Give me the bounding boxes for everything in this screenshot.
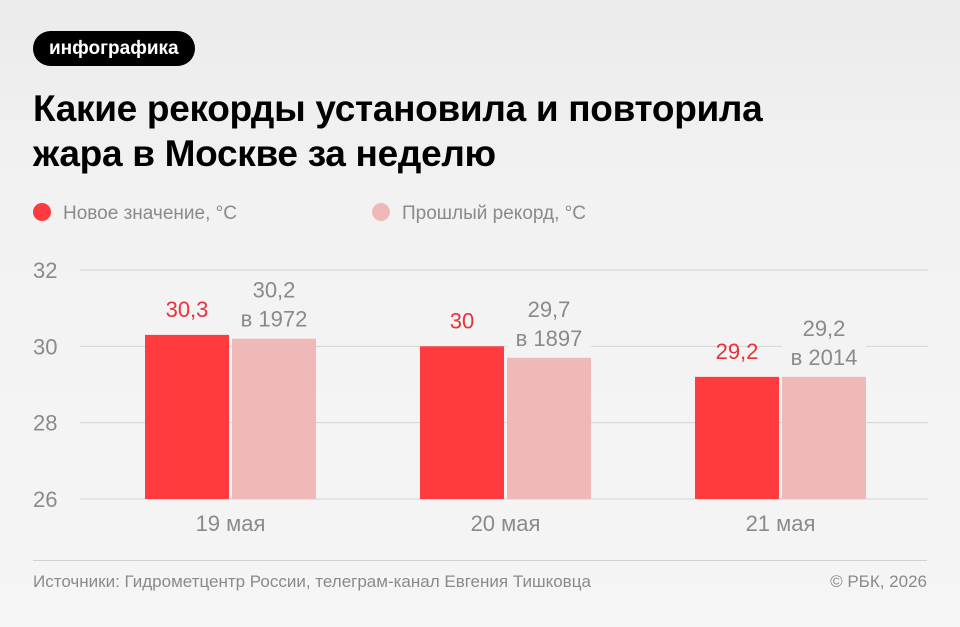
infographic-tag: инфографика [33,31,195,66]
bar-chart: 32 30 28 26 30,3 30,2 в 1972 19 мая 30 29,7 в 1897… [33,258,928,536]
legend-label-new: Новое значение, °C [63,203,237,224]
data-label-old-year: в 1897 [516,326,583,351]
bar-new-value [695,376,779,499]
footer-divider [33,560,927,561]
page-title: Какие рекорды установила и повторила жар… [33,86,933,176]
y-tick-label: 32 [33,258,57,283]
data-label-old-year: в 1972 [241,307,308,332]
legend-item-new: Новое значение, °C [33,200,237,228]
data-label-new: 29,2 [716,339,759,364]
bar-previous-record [507,357,591,499]
data-label-old: 30,2 [253,278,296,303]
y-tick-label: 26 [33,487,57,512]
data-label-old-year: в 2014 [791,345,858,370]
bar-new-value [145,334,229,499]
legend-marker-old [372,203,390,222]
bar-previous-record [232,338,316,499]
bar-previous-record [782,376,866,499]
legend-label-old: Прошлый рекорд, °C [402,203,586,224]
data-label-old-background [507,293,591,350]
data-label-old: 29,7 [528,297,571,322]
title-line-2: жара в Москве за неделю [33,133,496,174]
y-tick-label: 30 [33,334,57,359]
title-line-1: Какие рекорды установила и повторила [33,88,763,129]
legend-marker-new [33,203,51,222]
data-label-new: 30,3 [166,297,209,322]
y-tick-label: 28 [33,411,57,436]
data-label-old: 29,2 [803,316,846,341]
x-tick-label: 21 мая [746,511,816,536]
data-label-new: 30 [450,308,474,333]
x-tick-label: 19 мая [196,511,266,536]
data-label-old-background [782,312,866,369]
x-tick-label: 20 мая [471,511,541,536]
legend-item-old: Прошлый рекорд, °C [372,200,586,228]
data-label-old-background [232,274,316,331]
source-note: Источники: Гидрометцентр России, телегра… [33,572,591,591]
copyright: © РБК, 2026 [830,572,927,591]
bar-new-value [420,346,504,499]
